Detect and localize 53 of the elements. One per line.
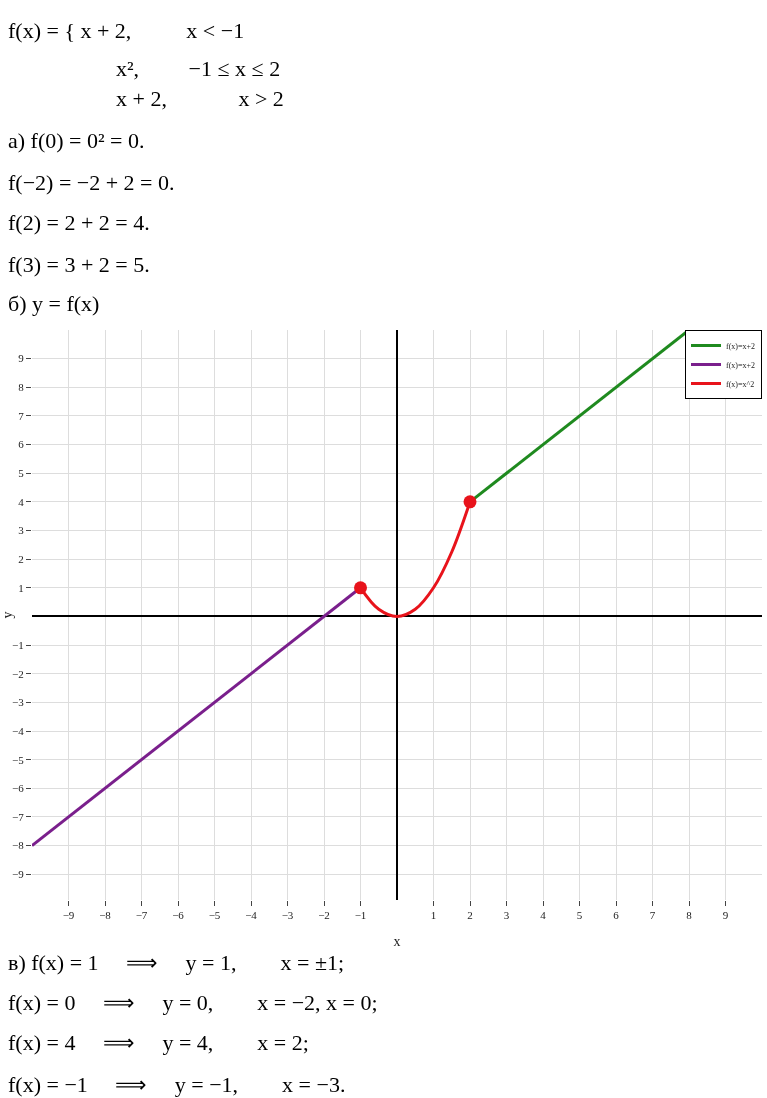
y-tick-label: 9 [18,352,25,365]
text: f(x) = −1 ⟹ y = −1, x = −3. [8,1072,346,1097]
y-tick-label: −9 [12,868,25,881]
y-tick-label: −8 [12,839,25,852]
x-tick-label: 1 [430,909,437,922]
x-tick-label: 9 [722,909,729,922]
x-tick-label: −8 [99,909,112,922]
x-tick-label: 5 [576,909,583,922]
y-tick-label: 1 [18,581,24,594]
x-tick-label: −9 [62,909,75,922]
text: в) f(x) = 1 ⟹ y = 1, x = ±1; [8,950,345,975]
y-tick-label: −4 [12,724,25,737]
x-tick-label: −4 [245,909,258,922]
x-tick-label: 3 [503,909,510,922]
x-tick-label: −6 [172,909,185,922]
x-tick-label: −1 [354,909,367,922]
x-tick-label: −2 [318,909,330,922]
x-tick-label: −7 [135,909,148,922]
y-tick-label: −7 [12,810,25,823]
x-axis-title: x [393,933,401,949]
y-tick-label: −2 [12,667,24,680]
y-tick-label: −3 [12,696,25,709]
x-tick-label: −3 [281,909,294,922]
y-tick-label: 7 [18,409,25,422]
legend-label: f(x)=x+2 [726,341,756,351]
y-tick-label: 8 [18,381,25,394]
text: f(x) = 0 ⟹ y = 0, x = −2, x = 0; [8,990,378,1015]
x-tick-label: −5 [208,909,221,922]
text: а) f(0) = 0² = 0. [8,128,145,153]
text: б) y = f(x) [8,291,100,316]
x-tick-label: 6 [613,909,620,922]
x-tick-label: 2 [467,909,473,922]
text: f(x) = { x + 2, x < −1 [8,18,245,43]
x-tick-label: 7 [649,909,656,922]
y-tick-label: 6 [18,438,25,451]
text: f(3) = 3 + 2 = 5. [8,252,150,277]
y-tick-label: −5 [12,753,25,766]
y-tick-label: −1 [12,638,24,651]
y-tick-label: −6 [12,782,25,795]
y-tick-label: 2 [18,553,24,565]
y-tick-label: 5 [18,467,25,480]
text: f(−2) = −2 + 2 = 0. [8,170,175,195]
legend-label: f(x)=x+2 [726,360,756,370]
y-tick-label: 4 [18,495,25,508]
x-tick-label: 4 [540,909,547,922]
text: x + 2, x > 2 [116,86,284,111]
text: f(2) = 2 + 2 = 4. [8,210,150,235]
legend-label: f(x)=x^2 [726,379,755,389]
x-tick-label: 8 [686,909,693,922]
y-tick-label: 3 [18,524,25,537]
text: f(x) = 4 ⟹ y = 4, x = 2; [8,1030,309,1055]
y-axis-title: y [0,611,15,619]
text: x², −1 ≤ x ≤ 2 [116,56,281,81]
